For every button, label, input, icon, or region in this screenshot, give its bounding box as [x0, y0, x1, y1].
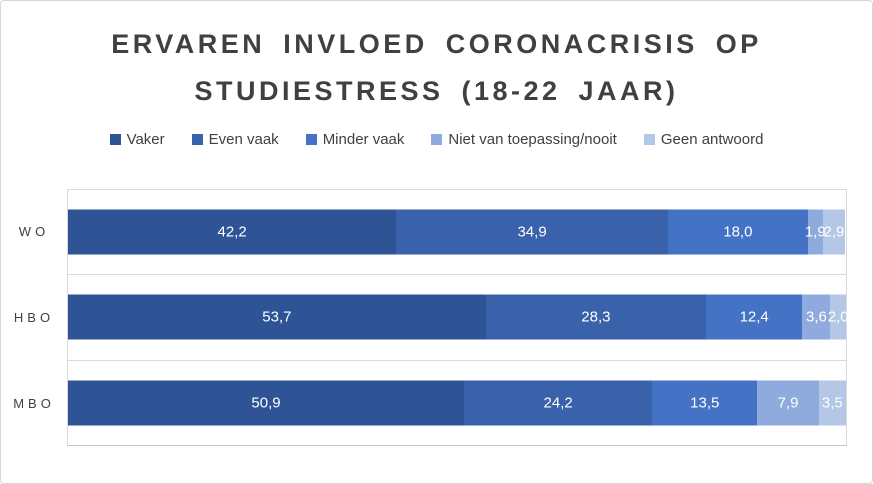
- legend-swatch-icon: [305, 134, 317, 145]
- bar-segment: 28,3: [485, 294, 706, 340]
- bar-segment: 50,9: [68, 380, 464, 426]
- category-label: MBO: [13, 395, 55, 411]
- bar-segment: 2,9: [822, 209, 846, 255]
- data-label: 3,5: [821, 394, 843, 412]
- bar-segment: 7,9: [757, 380, 819, 426]
- data-label: 50,9: [251, 394, 281, 412]
- legend-swatch-icon: [431, 134, 443, 145]
- bar-segment: 18,0: [667, 209, 808, 255]
- plot: 42,2 34,9 18,0 1,9 2,9 53,7 28,3 12,4 3,6 2,0 50,9…: [67, 189, 849, 446]
- legend-label: Even vaak: [208, 131, 279, 148]
- legend-swatch-icon: [109, 134, 121, 145]
- category-axis: WO HBO MBO: [1, 189, 63, 446]
- data-label: 24,2: [543, 394, 573, 412]
- legend-item: Vaker: [109, 131, 165, 148]
- bar-band: 53,7 28,3 12,4 3,6 2,0: [68, 275, 849, 361]
- legend-item: Minder vaak: [305, 131, 405, 148]
- bar-segment: 13,5: [652, 380, 758, 426]
- bar-segment: 2,0: [827, 294, 849, 340]
- legend-label: Vaker: [126, 131, 165, 148]
- bar-segment: 3,6: [802, 294, 831, 340]
- bar-segment: 42,2: [68, 209, 397, 255]
- bar-segment: 34,9: [396, 209, 668, 255]
- data-label: 42,2: [217, 223, 247, 241]
- category-label: HBO: [13, 310, 55, 325]
- data-label: 18,0: [723, 223, 753, 241]
- data-label: 28,3: [581, 308, 611, 326]
- data-label: 34,9: [517, 223, 547, 241]
- bar-segment: 24,2: [464, 380, 653, 426]
- legend-item: Niet van toepassing/nooit: [431, 131, 617, 148]
- data-label: 3,6: [805, 308, 827, 326]
- stacked-bar: 42,2 34,9 18,0 1,9 2,9: [68, 209, 846, 255]
- data-label: 7,9: [777, 394, 799, 412]
- data-label: 2,0: [827, 308, 849, 326]
- legend-item: Even vaak: [191, 131, 279, 148]
- legend-swatch-icon: [191, 134, 203, 145]
- bar-segment: 53,7: [68, 294, 486, 340]
- legend-label: Geen antwoord: [660, 131, 764, 148]
- legend-label: Niet van toepassing/nooit: [448, 131, 617, 148]
- data-label: 1,9: [804, 223, 826, 241]
- chart-title: ERVAREN INVLOED CORONACRISIS OP STUDIEST…: [111, 29, 762, 106]
- legend: Vaker Even vaak Minder vaak Niet van toepas…: [1, 131, 872, 148]
- data-label: 12,4: [739, 308, 769, 326]
- legend-item: Geen antwoord: [643, 131, 764, 148]
- bar-segment: 12,4: [705, 294, 803, 340]
- data-label: 2,9: [823, 223, 845, 241]
- data-label: 13,5: [690, 394, 720, 412]
- legend-swatch-icon: [643, 134, 655, 145]
- stacked-bar: 53,7 28,3 12,4 3,6 2,0: [68, 294, 849, 340]
- bar-segment: 3,5: [818, 380, 846, 426]
- stacked-bar: 50,9 24,2 13,5 7,9 3,5: [68, 380, 846, 426]
- bar-segment: 1,9: [804, 209, 826, 255]
- bar-band: 42,2 34,9 18,0 1,9 2,9: [68, 190, 846, 276]
- category-label: WO: [18, 224, 50, 240]
- bar-band: 50,9 24,2 13,5 7,9 3,5: [68, 361, 846, 445]
- data-label: 53,7: [262, 308, 292, 326]
- legend-label: Minder vaak: [322, 131, 405, 148]
